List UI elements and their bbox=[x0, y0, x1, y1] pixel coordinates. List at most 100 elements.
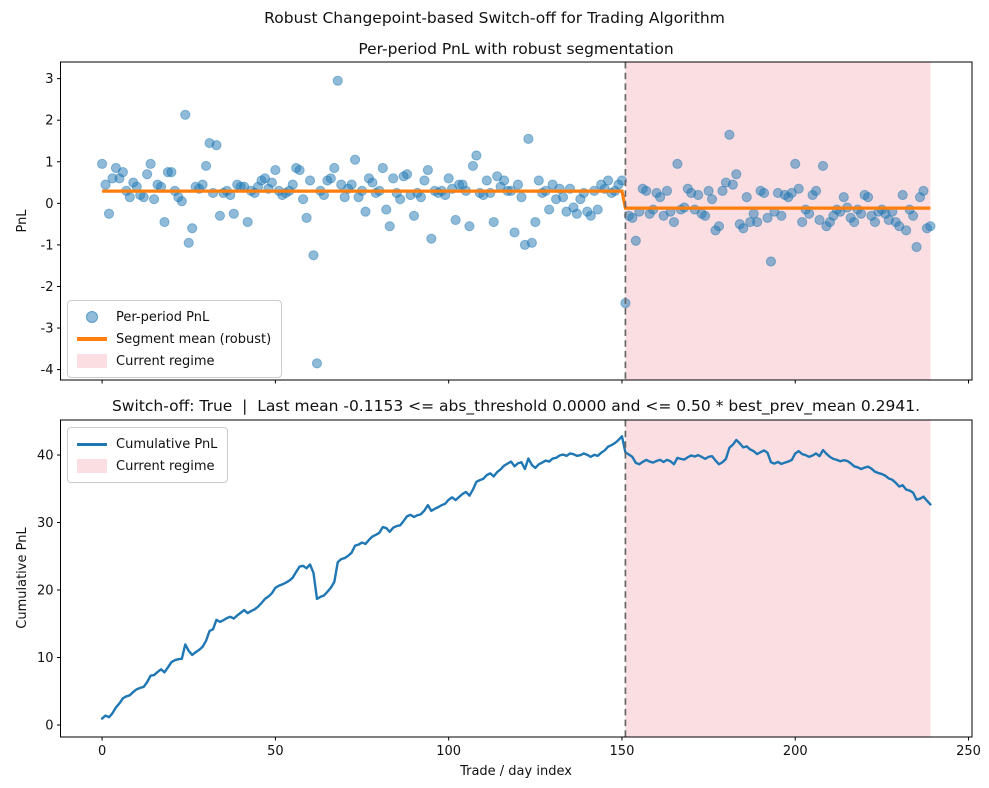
y-tick-label: 1 bbox=[45, 155, 53, 170]
scatter-point bbox=[384, 221, 395, 232]
segment-mean-line bbox=[102, 189, 931, 210]
scatter-point bbox=[471, 150, 482, 161]
pnl-chart-title: Per-period PnL with robust segmentation bbox=[358, 40, 674, 58]
scatter-point bbox=[426, 233, 437, 244]
scatter-point bbox=[329, 162, 340, 174]
scatter-point bbox=[894, 221, 905, 232]
legend-label: Current regime bbox=[116, 458, 215, 474]
scatter-point bbox=[100, 179, 111, 190]
scatter-point bbox=[464, 221, 475, 232]
scatter-point bbox=[304, 175, 316, 186]
scatter-point bbox=[526, 237, 537, 248]
scatter-point bbox=[918, 185, 929, 196]
y-tick-label: 30 bbox=[37, 516, 54, 531]
scatter-point bbox=[907, 210, 919, 221]
scatter-point bbox=[377, 162, 388, 174]
scatter-point bbox=[308, 250, 319, 261]
scatter-point bbox=[862, 192, 874, 203]
scatter-point bbox=[804, 208, 815, 219]
scatter-point bbox=[814, 214, 825, 226]
scatter-point bbox=[602, 175, 614, 186]
scatter-point bbox=[571, 208, 583, 219]
scatter-point bbox=[298, 194, 309, 205]
scatter-point bbox=[654, 192, 666, 203]
scatter-point bbox=[270, 164, 281, 176]
x-tick-label: 50 bbox=[267, 744, 284, 759]
y-tick-label: 0 bbox=[45, 718, 53, 733]
scatter-point bbox=[211, 140, 222, 151]
x-axis-label: Trade / day index bbox=[460, 764, 572, 779]
y-tick-label: -1 bbox=[41, 238, 54, 253]
scatter-point bbox=[786, 187, 797, 199]
scatter-point bbox=[419, 175, 430, 186]
cumulative-chart-title: Switch-off: True | Last mean -0.1153 <= … bbox=[111, 397, 921, 415]
scatter-point bbox=[148, 194, 160, 205]
x-tick-label: 100 bbox=[436, 744, 461, 759]
cumulative-legend: Cumulative PnL Current regime bbox=[67, 427, 229, 483]
scatter-point bbox=[142, 169, 153, 180]
scatter-point bbox=[259, 173, 271, 184]
scatter-point bbox=[641, 185, 652, 196]
scatter-point bbox=[790, 158, 801, 169]
scatter-point bbox=[731, 169, 742, 180]
scatter-point bbox=[332, 75, 343, 86]
legend-label: Cumulative PnL bbox=[116, 436, 218, 452]
scatter-point bbox=[110, 162, 122, 174]
scatter-point bbox=[793, 183, 804, 194]
scatter-point bbox=[138, 192, 149, 203]
scatter-point bbox=[630, 235, 641, 246]
x-tick-label: 250 bbox=[956, 744, 981, 759]
scatter-point bbox=[200, 160, 212, 172]
scatter-point bbox=[339, 192, 350, 203]
scatter-point bbox=[925, 221, 936, 232]
scatter-point bbox=[450, 214, 461, 226]
x-axis: 0 50 100 150 200 250 bbox=[98, 737, 981, 759]
scatter-point bbox=[668, 216, 680, 228]
y-tick-label: -4 bbox=[41, 363, 54, 378]
scatter-point bbox=[159, 216, 170, 228]
scatter-point bbox=[810, 185, 822, 196]
scatter-point bbox=[381, 204, 392, 215]
legend-label: Per-period PnL bbox=[116, 309, 210, 325]
y-tick-label: 2 bbox=[45, 114, 53, 129]
scatter-point bbox=[911, 241, 922, 253]
scatter-point bbox=[395, 194, 406, 205]
scatter-point bbox=[117, 167, 128, 178]
scatter-point bbox=[849, 216, 860, 228]
scatter-point bbox=[817, 160, 829, 172]
scatter-point bbox=[367, 177, 378, 188]
legend-item-current-regime: Current regime bbox=[76, 350, 271, 372]
scatter-point bbox=[616, 175, 628, 186]
scatter-point bbox=[294, 164, 305, 176]
cumulative-line-icon bbox=[77, 442, 107, 446]
axes-spines bbox=[60, 419, 973, 738]
regime-patch-icon bbox=[77, 354, 107, 368]
scatter-point bbox=[700, 210, 711, 221]
scatter-point bbox=[301, 212, 312, 223]
scatter-point bbox=[658, 210, 669, 221]
scatter-point bbox=[523, 133, 534, 144]
segment-mean-line-icon bbox=[77, 337, 107, 341]
scatter-point bbox=[336, 179, 347, 190]
y-axis: 3 2 1 0 -1 -2 -3 -4 bbox=[41, 72, 61, 378]
scatter-point bbox=[693, 189, 704, 201]
y-tick-label: 3 bbox=[45, 72, 53, 87]
pnl-chart: 3 2 1 0 -1 -2 -3 -4 bbox=[41, 61, 973, 384]
scatter-point bbox=[242, 216, 253, 228]
scatter-point bbox=[856, 208, 867, 219]
scatter-point bbox=[499, 175, 510, 186]
scatter-point bbox=[512, 179, 524, 190]
scatter-point bbox=[797, 216, 808, 228]
scatter-point bbox=[752, 216, 763, 228]
scatter-point bbox=[214, 210, 226, 221]
scatter-point bbox=[838, 192, 849, 203]
pnl-legend: Per-period PnL Segment mean (robust) Cur… bbox=[67, 300, 283, 378]
scatter-point bbox=[533, 175, 544, 186]
scatter-point bbox=[557, 192, 569, 203]
figure-title: Robust Changepoint-based Switch-off for … bbox=[264, 9, 725, 27]
legend-item-segment-mean: Segment mean (robust) bbox=[76, 328, 271, 350]
legend-item-per-period-pnl: Per-period PnL bbox=[76, 306, 271, 328]
scatter-point bbox=[516, 192, 527, 203]
scatter-point bbox=[415, 192, 427, 203]
